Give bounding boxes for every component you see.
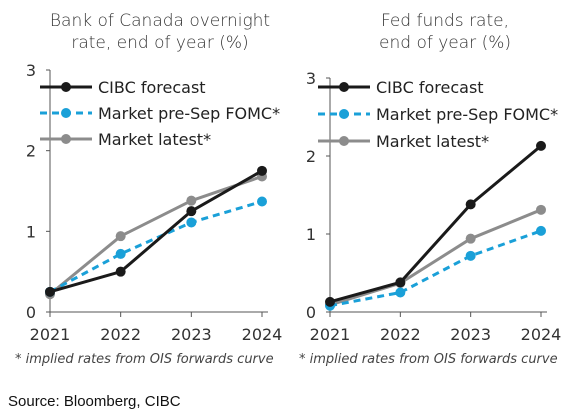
boc-series-point-0 xyxy=(186,206,197,217)
boc-footnote: * implied rates from OIS forwards curve xyxy=(15,352,274,367)
boc-title-line-2: rate, end of year (%) xyxy=(71,33,249,53)
fed-x-tick-label: 2021 xyxy=(310,325,351,344)
fed-series-point-1 xyxy=(536,225,546,236)
fed-series-point-2 xyxy=(536,204,546,215)
boc-series-point-1 xyxy=(115,248,126,259)
boc-series-point-2 xyxy=(186,195,197,206)
fed-title-line-2: end of year (%) xyxy=(379,33,511,53)
fed-y-tick-label: 0 xyxy=(306,303,316,322)
boc-y-tick-label: 2 xyxy=(26,142,36,161)
source-note: Source: Bloomberg, CIBC xyxy=(8,393,181,410)
fed-y-tick-label: 3 xyxy=(306,69,316,88)
fed-x-tick-label: 2022 xyxy=(380,325,421,344)
boc-legend-label: CIBC forecast xyxy=(98,78,206,97)
fed-series-point-0 xyxy=(395,277,406,288)
fed-series-line-2 xyxy=(329,208,542,307)
boc-series-point-1 xyxy=(186,217,197,228)
boc-series-line-1 xyxy=(49,200,263,294)
fed-series-point-0 xyxy=(465,199,476,210)
boc-legend-label: Market latest* xyxy=(98,130,211,149)
boc-legend-swatch-marker xyxy=(61,108,71,118)
boc-series-point-1 xyxy=(257,196,267,207)
boc-y-tick-label: 0 xyxy=(26,303,36,322)
boc-series-line-2 xyxy=(49,175,263,296)
boc-x-tick-label: 2023 xyxy=(171,325,212,344)
boc-series-point-0 xyxy=(257,165,267,176)
fed-y-tick-label: 2 xyxy=(306,147,316,166)
fed-series-point-1 xyxy=(465,250,476,261)
fed-series-point-1 xyxy=(395,287,406,298)
boc-series-point-2 xyxy=(115,231,126,242)
fed-title-line-1: Fed funds rate, xyxy=(380,11,510,31)
boc-x-tick-label: 2022 xyxy=(100,325,141,344)
boc-panel-title: Bank of Canada overnight rate, end of ye… xyxy=(40,10,280,54)
boc-legend-swatch-marker xyxy=(61,82,71,92)
fed-legend-swatch-marker xyxy=(339,82,349,92)
fed-legend-swatch-marker xyxy=(339,109,349,119)
fed-series-line-0 xyxy=(329,144,542,304)
boc-y-tick-label: 3 xyxy=(26,61,36,80)
boc-series-point-0 xyxy=(115,266,126,277)
boc-y-tick-label: 1 xyxy=(26,222,36,241)
fed-legend-label: Market latest* xyxy=(376,132,489,151)
fed-footnote: * implied rates from OIS forwards curve xyxy=(299,352,558,367)
fed-y-tick-label: 1 xyxy=(306,225,316,244)
boc-title-line-1: Bank of Canada overnight xyxy=(49,11,271,31)
boc-series-line-0 xyxy=(49,169,263,294)
boc-x-tick-label: 2021 xyxy=(30,325,71,344)
fed-x-tick-label: 2024 xyxy=(521,325,562,344)
fed-series-point-0 xyxy=(325,296,335,307)
fed-legend-label: Market pre-Sep FOMC* xyxy=(376,105,558,124)
boc-legend-label: Market pre-Sep FOMC* xyxy=(98,104,280,123)
boc-legend-swatch-marker xyxy=(61,134,71,144)
boc-x-tick-label: 2024 xyxy=(242,325,283,344)
fed-series-point-2 xyxy=(465,233,476,244)
fed-series-point-0 xyxy=(536,140,546,151)
fed-legend-swatch-marker xyxy=(339,136,349,146)
fed-series-line-1 xyxy=(329,229,542,308)
fed-panel-title: Fed funds rate, end of year (%) xyxy=(330,10,560,54)
boc-series-point-0 xyxy=(45,286,55,297)
fed-x-tick-label: 2023 xyxy=(450,325,491,344)
fed-legend-label: CIBC forecast xyxy=(376,78,484,97)
